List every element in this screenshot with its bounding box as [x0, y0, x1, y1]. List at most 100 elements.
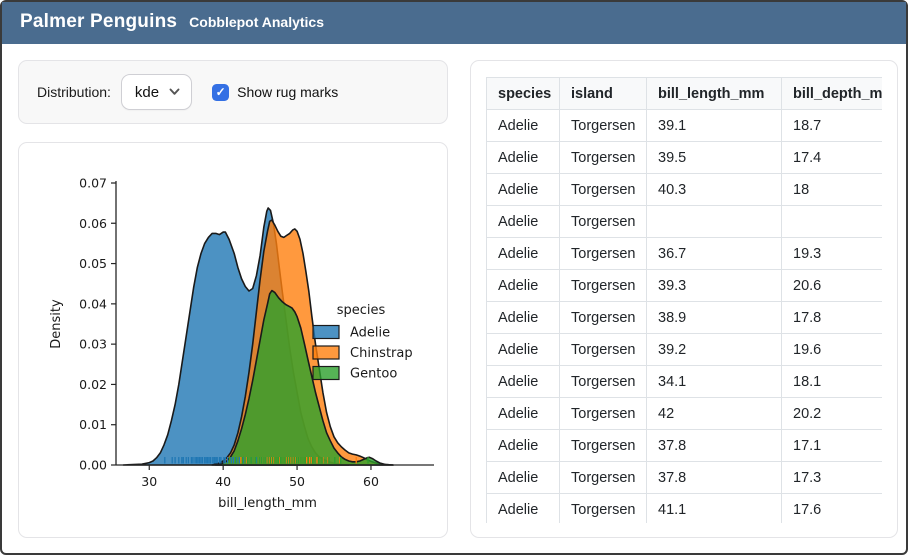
- table-cell: 18.7: [781, 109, 882, 142]
- table-row: Adelie Torgersen 39.1 18.7: [486, 109, 882, 142]
- table-cell: 17.8: [781, 301, 882, 334]
- table-cell: 17.6: [781, 493, 882, 523]
- table-cell: 42: [646, 397, 782, 430]
- table-cell: 17.1: [781, 429, 882, 462]
- legend-label-chinstrap: Chinstrap: [350, 346, 413, 361]
- table-cell: 39.3: [646, 269, 782, 302]
- table-row: Adelie Torgersen 34.1 18.1: [486, 365, 882, 398]
- table-cell: Adelie: [486, 461, 560, 494]
- penguins-table: speciesislandbill_length_mmbill_depth_mm…: [486, 77, 882, 523]
- y-tick-label: 0.07: [79, 176, 107, 191]
- table-cell: 19.3: [781, 237, 882, 270]
- table-cell: Torgersen: [559, 365, 647, 398]
- legend-swatch-adelie: [312, 324, 340, 340]
- distribution-label: Distribution:: [37, 84, 111, 100]
- table-cell: 18.1: [781, 365, 882, 398]
- table-cell: Torgersen: [559, 173, 647, 206]
- table-cell: 40.3: [646, 173, 782, 206]
- table-cell: Torgersen: [559, 269, 647, 302]
- left-column: Distribution: kde ✓ Show rug marks 30 40 5…: [18, 60, 448, 538]
- data-table-card: speciesislandbill_length_mmbill_depth_mm…: [470, 60, 898, 538]
- table-row: Adelie Torgersen 36.7 19.3: [486, 237, 882, 270]
- table-cell: 20.2: [781, 397, 882, 430]
- table-cell: 34.1: [646, 365, 782, 398]
- x-tick-label: 30: [141, 474, 157, 489]
- distribution-select[interactable]: kde: [120, 74, 193, 110]
- table-cell: Adelie: [486, 429, 560, 462]
- x-tick-label: 50: [289, 474, 305, 489]
- app-subtitle: Cobblepot Analytics: [189, 14, 324, 30]
- column-header: bill_depth_mm: [781, 77, 882, 110]
- density-plot-card: 30 40 50 60 0.00 0.01 0.02 0.03 0.04 0.05 0.06 0.07…: [18, 142, 448, 538]
- y-tick-label: 0.01: [79, 417, 107, 432]
- legend-label-gentoo: Gentoo: [350, 367, 397, 382]
- chevron-down-icon: [169, 88, 180, 95]
- legend-title: species: [337, 303, 386, 318]
- table-cell: 39.5: [646, 141, 782, 174]
- table-row: Adelie Torgersen 41.1 17.6: [486, 493, 882, 523]
- table-row: Adelie Torgersen 37.8 17.1: [486, 429, 882, 462]
- table-cell: Adelie: [486, 141, 560, 174]
- table-cell: 17.4: [781, 141, 882, 174]
- table-cell: 39.1: [646, 109, 782, 142]
- distribution-selected-value: kde: [134, 83, 160, 101]
- table-cell: Adelie: [486, 365, 560, 398]
- column-header: species: [486, 77, 560, 110]
- table-cell: Torgersen: [559, 141, 647, 174]
- rug-checkbox-label: Show rug marks: [237, 84, 339, 100]
- table-cell: Torgersen: [559, 237, 647, 270]
- x-tick-label: 40: [215, 474, 231, 489]
- table-cell: Torgersen: [559, 429, 647, 462]
- table-cell: Adelie: [486, 205, 560, 238]
- table-cell: 38.9: [646, 301, 782, 334]
- y-tick-label: 0.05: [79, 256, 107, 271]
- data-table-scroll-area[interactable]: speciesislandbill_length_mmbill_depth_mm…: [486, 77, 882, 523]
- y-tick-label: 0.06: [79, 216, 107, 231]
- table-cell: 18: [781, 173, 882, 206]
- table-cell: 17.3: [781, 461, 882, 494]
- table-cell: [646, 205, 782, 238]
- table-row: Adelie Torgersen 37.8 17.3: [486, 461, 882, 494]
- y-tick-label: 0.03: [79, 337, 107, 352]
- legend-label-adelie: Adelie: [350, 326, 390, 341]
- table-cell: 20.6: [781, 269, 882, 302]
- controls-panel: Distribution: kde ✓ Show rug marks: [18, 60, 448, 124]
- table-cell: Torgersen: [559, 205, 647, 238]
- table-cell: Adelie: [486, 269, 560, 302]
- legend-swatch-chinstrap: [312, 345, 340, 360]
- table-cell: Adelie: [486, 333, 560, 366]
- right-column: speciesislandbill_length_mmbill_depth_mm…: [470, 60, 898, 538]
- table-cell: 37.8: [646, 461, 782, 494]
- table-cell: Adelie: [486, 237, 560, 270]
- x-tick-label: 60: [363, 474, 379, 489]
- table-cell: Torgersen: [559, 461, 647, 494]
- rug-checkbox[interactable]: ✓: [212, 83, 230, 101]
- column-header: bill_length_mm: [646, 77, 782, 110]
- table-cell: Torgersen: [559, 333, 647, 366]
- table-cell: 37.8: [646, 429, 782, 462]
- main-content: Distribution: kde ✓ Show rug marks 30 40 5…: [2, 44, 906, 554]
- table-row: Adelie Torgersen 39.3 20.6: [486, 269, 882, 302]
- y-tick-label: 0.04: [79, 296, 107, 311]
- table-row: Adelie Torgersen 38.9 17.8: [486, 301, 882, 334]
- x-axis-label: bill_length_mm: [218, 496, 317, 511]
- table-cell: Adelie: [486, 397, 560, 430]
- table-cell: Adelie: [486, 173, 560, 206]
- table-row: Adelie Torgersen 42 20.2: [486, 397, 882, 430]
- kde-area-gentoo: [215, 289, 394, 466]
- table-cell: 39.2: [646, 333, 782, 366]
- table-cell: Torgersen: [559, 109, 647, 142]
- app-header: Palmer Penguins Cobblepot Analytics: [2, 2, 906, 44]
- table-cell: 19.6: [781, 333, 882, 366]
- table-row: Adelie Torgersen: [486, 205, 882, 238]
- rug-checkbox-row[interactable]: ✓ Show rug marks: [212, 83, 339, 101]
- table-cell: Adelie: [486, 109, 560, 142]
- legend-swatch-gentoo: [312, 365, 340, 381]
- table-cell: Adelie: [486, 493, 560, 523]
- table-cell: Torgersen: [559, 301, 647, 334]
- table-cell: 41.1: [646, 493, 782, 523]
- table-cell: Torgersen: [559, 493, 647, 523]
- table-cell: Adelie: [486, 301, 560, 334]
- table-cell: Torgersen: [559, 397, 647, 430]
